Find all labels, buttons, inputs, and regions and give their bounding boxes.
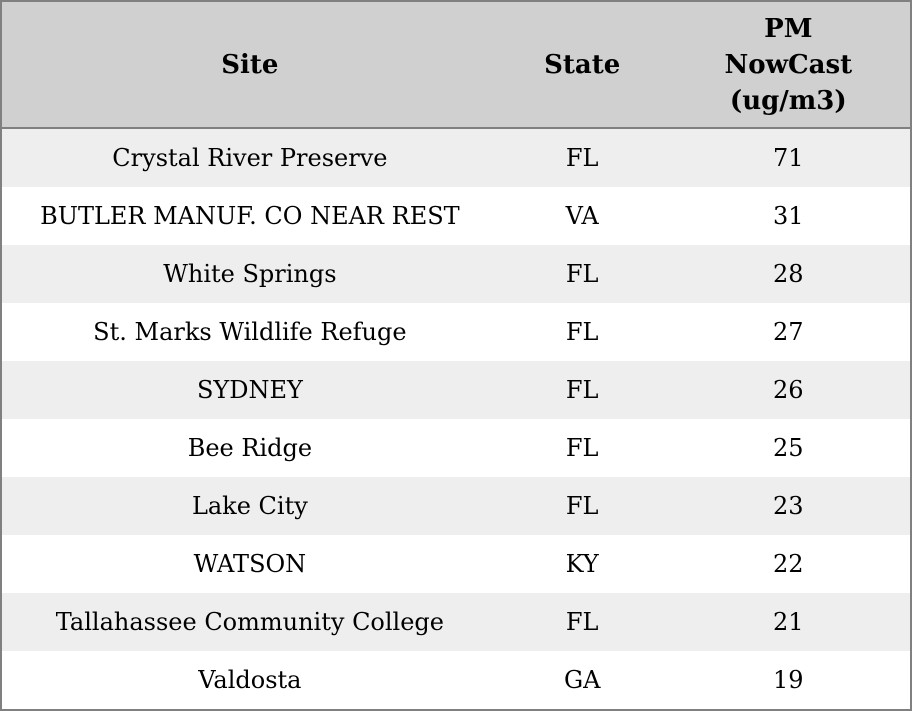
state-cell: FL [565,608,599,636]
table-row: Valdosta GA 19 [2,651,910,709]
state-cell: KY [565,550,599,578]
site-cell: BUTLER MANUF. CO NEAR REST [40,202,460,230]
state-cell: FL [565,144,599,172]
pm-nowcast-cell: 27 [773,318,804,346]
state-cell: VA [565,202,599,230]
pm-nowcast-cell: 23 [773,492,804,520]
state-cell: GA [563,666,601,694]
pm-nowcast-cell: 71 [773,144,804,172]
state-cell: FL [565,318,599,346]
site-cell: White Springs [163,260,337,288]
table-header: Site State PM NowCast (ug/m3) [2,2,910,129]
site-cell: Bee Ridge [187,434,313,462]
table-row: Lake City FL 23 [2,477,910,535]
pm-nowcast-cell: 28 [773,260,804,288]
pm-nowcast-cell: 21 [773,608,804,636]
state-cell: FL [565,492,599,520]
table-row: Bee Ridge FL 25 [2,419,910,477]
pm-nowcast-cell: 19 [773,666,804,694]
column-header-state: State [544,49,621,80]
state-cell: FL [565,434,599,462]
table-row: Crystal River Preserve FL 71 [2,129,910,187]
site-cell: Valdosta [198,666,302,694]
site-cell: Crystal River Preserve [112,144,388,172]
table-row: Tallahassee Community College FL 21 [2,593,910,651]
site-cell: WATSON [193,550,307,578]
site-cell: SYDNEY [196,376,303,404]
table-row: White Springs FL 28 [2,245,910,303]
column-header-pm-nowcast: PM NowCast (ug/m3) [724,13,853,116]
state-cell: FL [565,260,599,288]
state-cell: FL [565,376,599,404]
site-cell: St. Marks Wildlife Refuge [93,318,407,346]
pm-nowcast-cell: 22 [773,550,804,578]
pm-nowcast-cell: 31 [773,202,804,230]
pm-nowcast-cell: 25 [773,434,804,462]
table-row: St. Marks Wildlife Refuge FL 27 [2,303,910,361]
pm-nowcast-cell: 26 [773,376,804,404]
table-row: SYDNEY FL 26 [2,361,910,419]
column-header-site: Site [221,49,279,80]
site-cell: Lake City [191,492,308,520]
table-row: WATSON KY 22 [2,535,910,593]
site-cell: Tallahassee Community College [55,608,444,636]
table-row: BUTLER MANUF. CO NEAR REST VA 31 [2,187,910,245]
table-body: Crystal River Preserve FL 71 BUTLER MANU… [2,129,910,709]
